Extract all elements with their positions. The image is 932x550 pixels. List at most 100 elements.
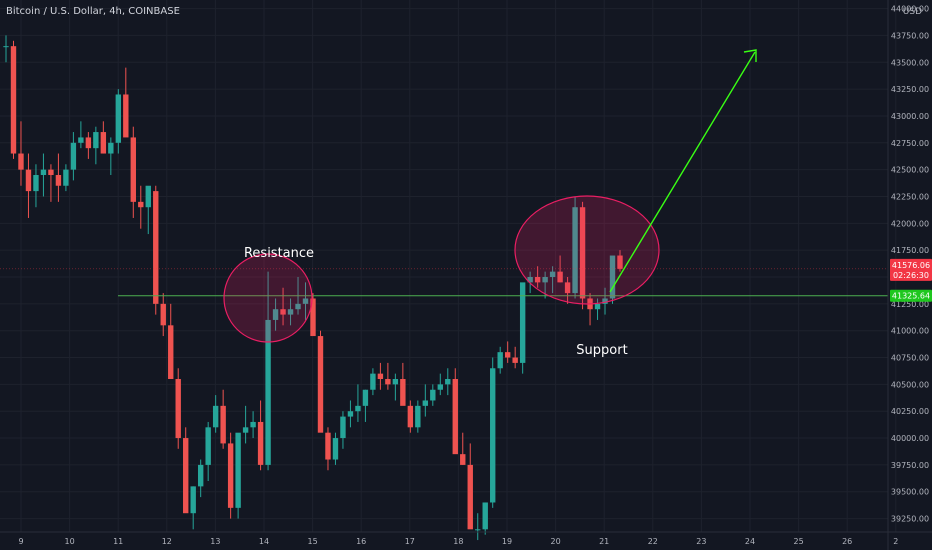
grid-lines — [0, 0, 897, 532]
candle — [93, 126, 99, 165]
candle — [332, 432, 339, 465]
y-tick-label: 42500.00 — [891, 166, 929, 175]
candle-body — [130, 137, 136, 202]
candle-body — [504, 352, 511, 358]
candle-body — [257, 421, 264, 465]
candle — [355, 384, 361, 422]
candle — [160, 293, 166, 337]
candle — [579, 201, 586, 310]
y-tick-label: 42750.00 — [891, 139, 929, 148]
y-tick-label: 44000.00 — [891, 5, 929, 14]
y-tick-label: 41000.00 — [891, 327, 929, 336]
candle-body — [519, 282, 526, 363]
y-tick-label: 43500.00 — [891, 58, 929, 67]
candle-body — [460, 454, 466, 465]
candle — [70, 132, 77, 181]
candle — [153, 185, 159, 315]
x-tick-label: 20 — [551, 537, 561, 546]
y-tick-label: 40250.00 — [891, 407, 929, 416]
x-tick-label: 18 — [453, 537, 463, 546]
candle — [242, 405, 249, 444]
candle — [130, 126, 136, 218]
candle — [250, 411, 256, 439]
y-tick-label: 39750.00 — [891, 461, 929, 470]
candle — [467, 443, 473, 530]
candle — [18, 121, 24, 186]
symbol-title: Bitcoin / U.S. Dollar, 4h, COINBASE — [6, 6, 180, 17]
y-tick-label: 40500.00 — [891, 380, 929, 389]
candle — [557, 255, 563, 283]
candle — [519, 282, 526, 374]
candle — [287, 298, 294, 326]
y-tick-label: 41750.00 — [891, 246, 929, 255]
candle-body — [78, 137, 84, 143]
candle — [430, 384, 436, 406]
candle — [302, 282, 309, 320]
candle — [422, 384, 429, 417]
candle — [534, 266, 541, 288]
candle-body — [250, 421, 256, 428]
x-tick-label: 26 — [842, 537, 852, 546]
candle-body — [310, 298, 316, 337]
y-tick-label: 43750.00 — [891, 31, 929, 40]
x-tick-label: 12 — [162, 537, 172, 546]
candle-body — [370, 373, 376, 390]
candle — [63, 164, 69, 192]
candle-body — [272, 309, 279, 320]
candle-body — [205, 427, 211, 465]
candle — [602, 287, 608, 315]
candle-body — [534, 277, 541, 283]
candle-body — [400, 379, 406, 406]
arrow-head — [743, 49, 757, 62]
y-tick-label: 40750.00 — [891, 354, 929, 363]
candle — [362, 389, 369, 422]
candle-body — [63, 169, 69, 186]
support-price-badge-text: 41325.64 — [892, 292, 930, 301]
candle — [235, 432, 241, 519]
support-price-badge: 41325.64 — [890, 289, 932, 302]
candle-body — [197, 464, 204, 487]
candle-body — [123, 94, 129, 138]
candle — [497, 346, 503, 374]
y-tick-label: 43250.00 — [891, 85, 929, 94]
candle-body — [325, 432, 331, 460]
candle — [617, 250, 623, 272]
candle-body — [168, 325, 174, 380]
candle-body — [467, 464, 473, 530]
candle — [183, 427, 189, 514]
candle — [317, 330, 324, 433]
candle-body — [153, 191, 159, 304]
candle — [572, 196, 578, 299]
x-tick-label: 10 — [65, 537, 75, 546]
candle — [415, 400, 421, 433]
candle — [85, 132, 92, 159]
x-tick-label: 11 — [113, 537, 123, 546]
candle-body — [557, 271, 563, 283]
candle-body — [564, 282, 571, 294]
candle-body — [3, 46, 9, 48]
candle — [10, 40, 17, 159]
candle-body — [175, 379, 181, 439]
candle-body — [227, 443, 234, 508]
resistance-circle — [223, 253, 313, 343]
candle-body — [572, 207, 578, 294]
candle-body — [108, 142, 114, 154]
candle — [549, 266, 556, 294]
candle-body — [422, 400, 429, 406]
y-tick-label: 41250.00 — [891, 300, 929, 309]
candle — [123, 67, 129, 138]
candle — [175, 368, 181, 449]
candle-body — [138, 201, 144, 208]
candle-body — [377, 373, 384, 380]
candle — [564, 277, 571, 304]
candle-body — [115, 94, 122, 143]
projection-arrow — [609, 51, 756, 293]
candle-body — [100, 132, 107, 154]
x-tick-label: 22 — [648, 537, 658, 546]
candle — [325, 427, 331, 471]
candle — [212, 395, 219, 433]
candle — [310, 293, 316, 337]
